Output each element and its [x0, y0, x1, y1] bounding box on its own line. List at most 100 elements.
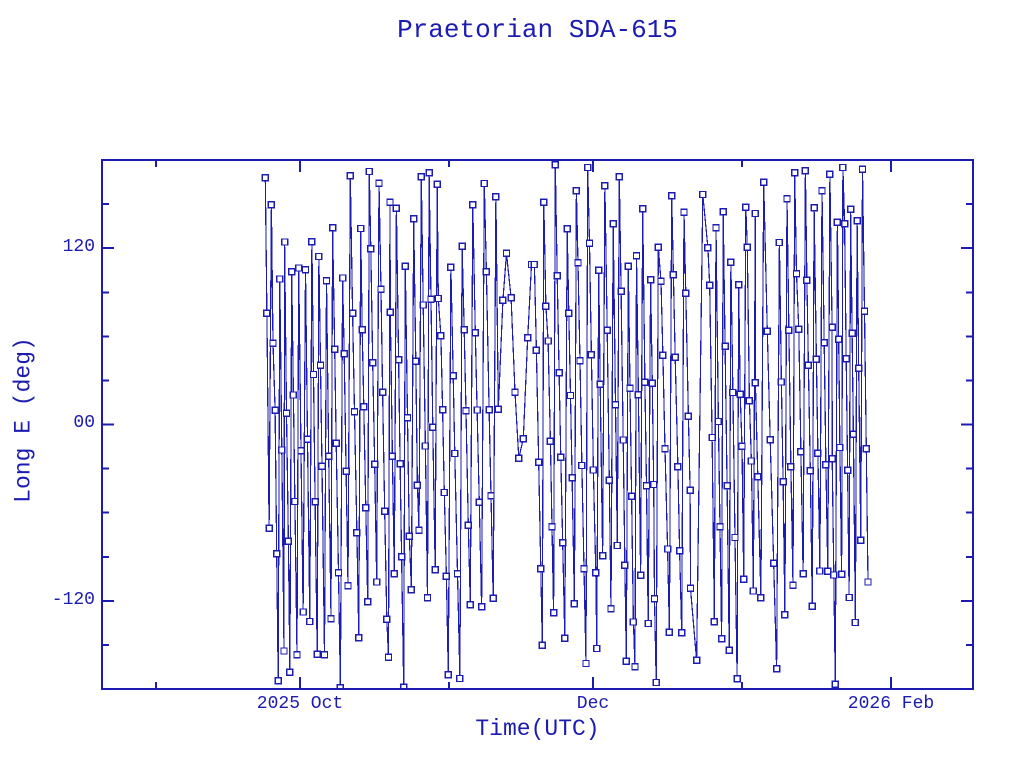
data-point-marker [487, 492, 495, 500]
data-point-marker [313, 650, 321, 659]
data-point-marker [858, 165, 867, 173]
data-point-marker [797, 447, 805, 456]
data-point-marker [857, 536, 865, 544]
data-point-marker [733, 675, 741, 683]
data-point-marker [657, 277, 665, 285]
data-point-marker [360, 402, 368, 411]
data-point-marker [626, 384, 634, 392]
data-point-marker [735, 281, 743, 289]
data-point-marker [373, 578, 381, 586]
data-point-marker [561, 634, 569, 643]
y-tick-label-120: 120 [62, 237, 95, 257]
data-point-marker [631, 663, 639, 671]
data-point-marker [396, 460, 404, 468]
data-point-marker [770, 559, 778, 568]
data-point-marker [582, 659, 590, 668]
data-point-marker [331, 345, 339, 353]
data-point-marker [749, 587, 758, 595]
data-point-marker [421, 442, 430, 450]
data-point-marker [540, 198, 548, 206]
data-point-marker [269, 339, 277, 347]
data-point-marker [740, 575, 748, 583]
data-point-marker [605, 476, 613, 485]
data-point-marker [835, 335, 843, 343]
data-point-marker [843, 466, 852, 474]
data-point-marker [334, 569, 343, 577]
data-point-marker [315, 252, 323, 261]
data-point-marker [578, 461, 586, 470]
x-tick-label-2026-feb: 2026 Feb [847, 694, 935, 714]
data-point-marker [338, 274, 347, 282]
data-point-marker [822, 461, 830, 469]
data-point-marker [456, 674, 464, 683]
data-point-marker [828, 454, 836, 463]
data-point-marker [342, 467, 350, 475]
data-point-marker [766, 436, 774, 444]
data-point-marker [407, 585, 416, 594]
data-point-marker [719, 208, 727, 216]
data-point-marker [267, 200, 276, 209]
data-point-marker [282, 409, 291, 417]
data-point-marker [751, 379, 760, 387]
data-point-marker [615, 172, 623, 181]
data-point-marker [492, 192, 500, 201]
data-point-marker [261, 173, 269, 182]
data-point-marker [712, 223, 720, 232]
data-point-marker [622, 657, 630, 665]
data-point-marker [301, 266, 310, 274]
data-point-marker [584, 163, 592, 172]
data-point-marker [557, 453, 565, 462]
data-point-marker [589, 466, 598, 474]
data-point-marker [864, 578, 872, 586]
data-point-marker [828, 323, 836, 332]
data-point-marker [839, 163, 847, 172]
data-point-marker [652, 678, 660, 687]
data-point-marker [654, 243, 662, 251]
data-point-marker [803, 276, 811, 284]
data-point-marker [553, 272, 561, 280]
data-point-marker [760, 178, 768, 186]
data-point-marker [848, 329, 856, 338]
data-point-marker [682, 289, 690, 297]
data-point-marker [519, 434, 527, 443]
data-point-marker [572, 186, 581, 195]
data-point-marker [727, 258, 735, 266]
data-point-marker [686, 486, 694, 494]
data-point-marker [678, 628, 686, 637]
data-point-marker [684, 412, 693, 421]
data-point-marker [437, 332, 445, 340]
data-point-marker [413, 481, 422, 489]
data-point-marker [280, 647, 288, 655]
data-point-marker [362, 503, 370, 512]
data-point-marker [295, 264, 303, 272]
data-point-marker [686, 584, 695, 593]
data-point-marker [563, 225, 571, 233]
data-point-marker [574, 259, 582, 267]
data-point-marker [263, 309, 271, 317]
data-point-marker [286, 668, 294, 676]
x-tick-label-dec: Dec [576, 694, 610, 714]
data-point-marker [284, 537, 293, 545]
data-point-marker [663, 545, 672, 553]
data-point-marker [549, 609, 558, 617]
data-point-marker [458, 242, 466, 251]
data-point-marker [350, 408, 359, 416]
data-point-marker [412, 357, 420, 365]
data-point-marker [837, 570, 846, 578]
data-point-marker [804, 361, 813, 369]
data-point-marker [699, 190, 707, 199]
data-point-marker [611, 400, 620, 409]
data-point-marker [659, 351, 667, 359]
data-point-marker [453, 570, 462, 578]
data-point-marker [830, 571, 838, 579]
data-point-marker [449, 372, 457, 380]
data-point-marker [621, 561, 629, 569]
data-point-marker [833, 218, 842, 226]
data-point-marker [642, 482, 651, 490]
data-point-marker [619, 436, 627, 444]
data-point-marker [438, 405, 447, 414]
data-point-marker [378, 388, 387, 396]
data-point-marker [729, 388, 737, 397]
x-tick-label-2025-oct: 2025 Oct [256, 694, 344, 714]
